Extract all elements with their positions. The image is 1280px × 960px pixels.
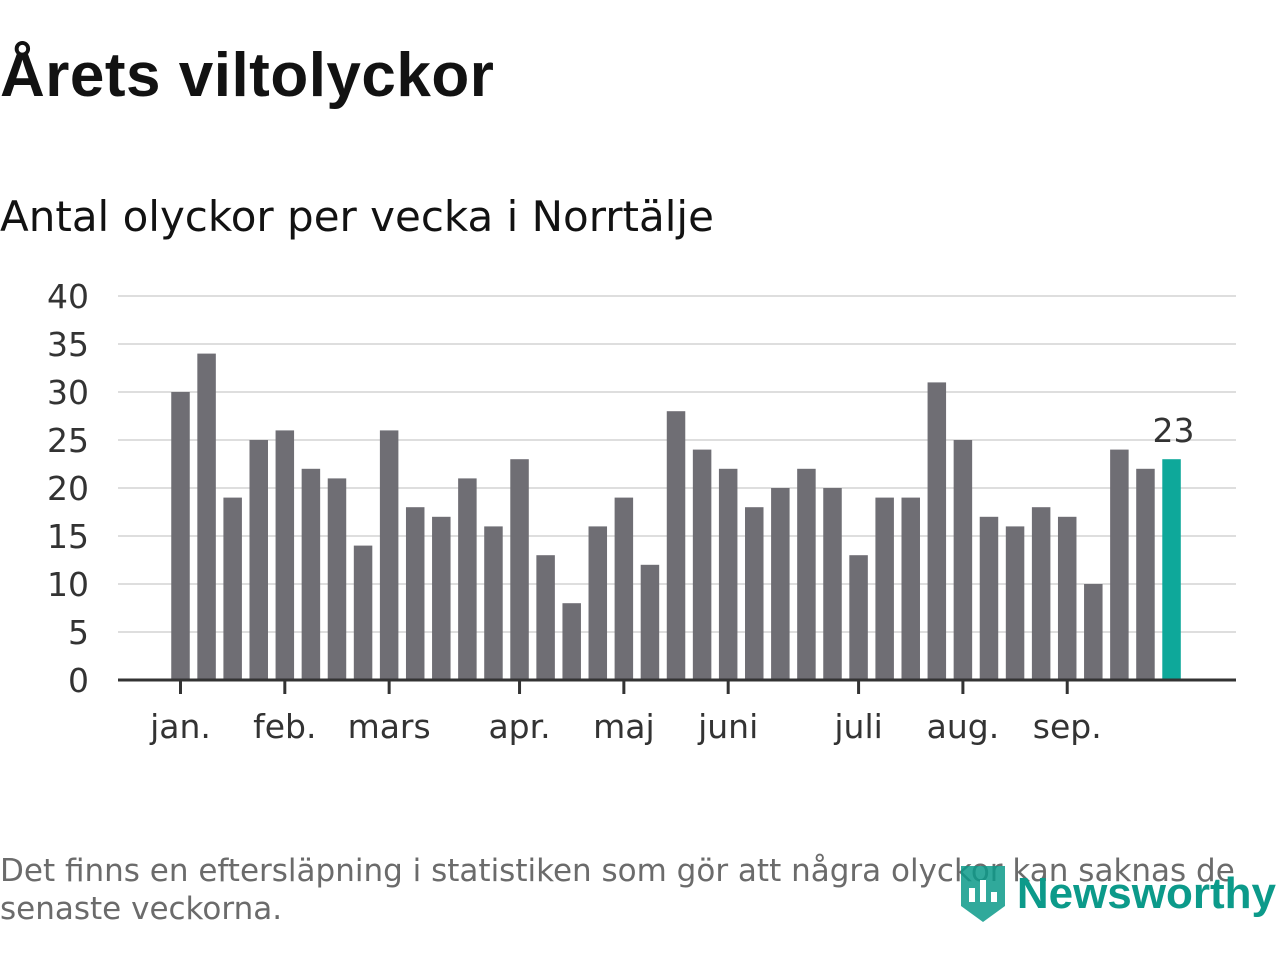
bar-chart: 0 5 10 15 20 25 30 35 40 23 jan. feb. mars apr. maj jun… xyxy=(47,277,1236,746)
bar xyxy=(823,488,842,680)
bar xyxy=(275,430,295,680)
bar xyxy=(458,478,477,680)
bar xyxy=(614,497,634,680)
y-tick-label: 0 xyxy=(68,661,89,700)
bar xyxy=(197,353,216,680)
bar xyxy=(666,411,686,680)
x-tick-label: juli xyxy=(833,707,882,746)
bar xyxy=(953,440,973,680)
bar xyxy=(301,468,321,680)
bar xyxy=(640,564,660,680)
bar xyxy=(1136,468,1155,680)
bar xyxy=(327,478,347,680)
chart-subtitle: Antal olyckor per vecka i Norrtälje xyxy=(0,192,714,241)
newsworthy-logo-icon xyxy=(960,866,1005,922)
x-tick-label: feb. xyxy=(253,707,316,746)
y-tick-label: 25 xyxy=(47,421,89,460)
bar xyxy=(875,497,894,680)
bar xyxy=(797,468,816,680)
bar xyxy=(901,497,920,680)
x-tick-label: sep. xyxy=(1033,707,1102,746)
x-tick-label: mars xyxy=(348,707,431,746)
x-tick-label: juni xyxy=(697,707,758,746)
bar xyxy=(771,488,790,680)
bar xyxy=(1057,516,1077,680)
bar xyxy=(979,516,999,680)
brand-name: Newsworthy xyxy=(1016,869,1276,918)
bar xyxy=(432,516,451,680)
x-tick-label: maj xyxy=(593,707,655,746)
y-tick-label: 15 xyxy=(47,517,89,556)
y-tick-label: 35 xyxy=(47,325,89,364)
bar xyxy=(484,526,503,680)
bar xyxy=(562,603,581,680)
y-tick-label: 40 xyxy=(47,277,89,316)
bar xyxy=(588,526,608,680)
bar xyxy=(692,449,712,680)
bar xyxy=(405,507,425,680)
bar xyxy=(1084,584,1103,680)
y-tick-label: 20 xyxy=(47,469,89,508)
bar xyxy=(223,497,242,680)
bar-highlight xyxy=(1162,459,1181,680)
y-tick-label: 5 xyxy=(68,613,89,652)
chart-title: Årets viltolyckor xyxy=(0,41,495,110)
bar xyxy=(1031,507,1051,680)
bar xyxy=(1005,526,1025,680)
bar xyxy=(536,555,555,680)
bar xyxy=(510,459,529,680)
y-tick-label: 10 xyxy=(47,565,89,604)
x-tick-label: aug. xyxy=(927,707,1000,746)
x-tick-label: apr. xyxy=(488,707,550,746)
bar xyxy=(249,440,268,680)
bar xyxy=(718,468,738,680)
bar xyxy=(353,545,373,680)
bar xyxy=(1110,449,1129,680)
brand-logo: Newsworthy xyxy=(957,862,1276,926)
x-tick-label: jan. xyxy=(149,707,211,746)
bar xyxy=(927,382,947,680)
bar xyxy=(849,555,868,680)
bar xyxy=(379,430,399,680)
y-tick-label: 30 xyxy=(47,373,89,412)
bar xyxy=(745,507,764,680)
bar xyxy=(171,392,190,680)
data-label: 23 xyxy=(1153,411,1195,450)
lag-note: Det finns en eftersläpning i statistiken… xyxy=(0,853,1235,927)
